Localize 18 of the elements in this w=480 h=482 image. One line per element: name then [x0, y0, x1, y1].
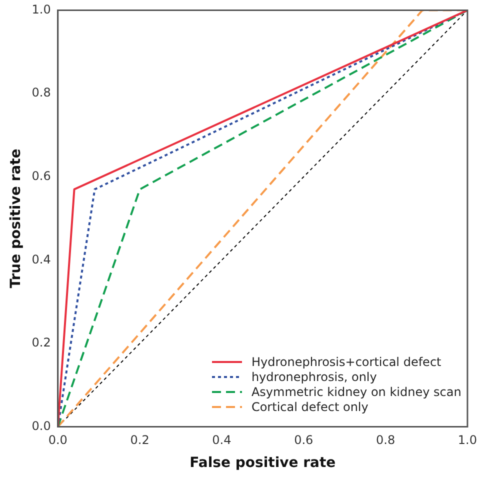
x-tick-label: 0.0 — [48, 433, 68, 448]
x-tick-label: 0.4 — [212, 433, 232, 448]
x-tick-label: 0.8 — [376, 433, 396, 448]
y-tick-label: 0.8 — [32, 86, 51, 100]
x-axis-title: False positive rate — [190, 455, 336, 472]
legend-label: Asymmetric kidney on kidney scan — [251, 384, 462, 400]
legend-label: Cortical defect only — [251, 400, 368, 415]
x-tick-label: 0.2 — [130, 433, 150, 448]
y-tick-label: 0.2 — [32, 336, 51, 350]
y-tick-label: 0.0 — [32, 418, 51, 433]
y-tick-label: 1.0 — [32, 2, 51, 16]
legend-label: hydronephrosis, only — [251, 370, 377, 385]
x-tick-label: 0.6 — [294, 433, 314, 448]
y-axis-title: True positive rate — [8, 148, 24, 288]
x-tick-label: 1.0 — [458, 433, 478, 448]
y-tick-label: 0.6 — [32, 168, 51, 183]
legend-label: Hydronephrosis+cortical defect — [251, 354, 442, 370]
y-tick-label: 0.4 — [32, 252, 51, 266]
